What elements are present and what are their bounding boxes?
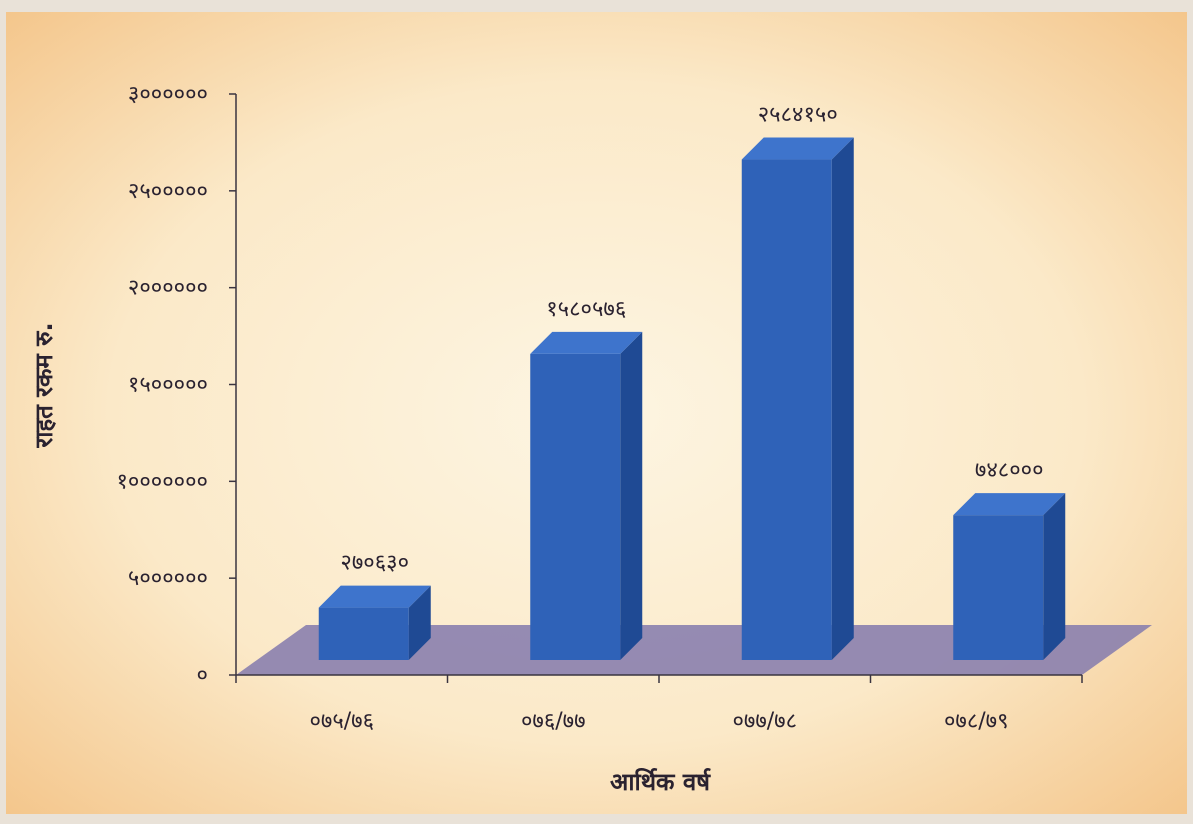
bar-value-label: २५८४१५० — [758, 103, 838, 128]
bar-front-face — [953, 515, 1044, 660]
bar — [530, 331, 643, 660]
bar-front-face — [530, 353, 621, 660]
bar-side-face — [620, 331, 643, 660]
bar-value-label: १५८०५७६ — [546, 297, 626, 322]
y-axis-title: राहत रकम रु. — [30, 322, 58, 448]
bar-top-face — [530, 331, 643, 354]
y-tick-label: ५०००००० — [128, 566, 208, 591]
x-tick-label: ०७७/७८ — [732, 709, 797, 734]
bar-side-face — [1043, 493, 1066, 660]
bar-top-face — [741, 137, 854, 160]
bar — [741, 137, 854, 661]
y-tick-label: ० — [197, 663, 208, 688]
bar-side-face — [408, 585, 431, 660]
x-tick-label: ०७८/७९ — [944, 709, 1009, 734]
y-tick-label: ३०००००० — [128, 82, 208, 107]
x-tick-label: ०७६/७७ — [521, 709, 586, 734]
y-tick-label: १००००००० — [116, 469, 208, 494]
chart-floor — [236, 625, 1152, 675]
y-tick-label: २०००००० — [128, 276, 208, 301]
y-tick-label: २५००००० — [128, 179, 208, 204]
bar-front-face — [318, 607, 409, 660]
x-tick-label: ०७५/७६ — [309, 709, 374, 734]
bar-value-label: ७४८००० — [975, 458, 1044, 483]
bar-value-label: २७०६३० — [340, 551, 409, 576]
y-tick-label: १५००००० — [128, 373, 208, 398]
x-axis-title: आर्थिक वर्ष — [610, 768, 711, 796]
bar-side-face — [831, 137, 854, 661]
bar — [318, 585, 431, 660]
bar-top-face — [953, 493, 1066, 516]
bar — [953, 493, 1066, 660]
bar-front-face — [741, 159, 832, 660]
bar-top-face — [318, 585, 431, 608]
